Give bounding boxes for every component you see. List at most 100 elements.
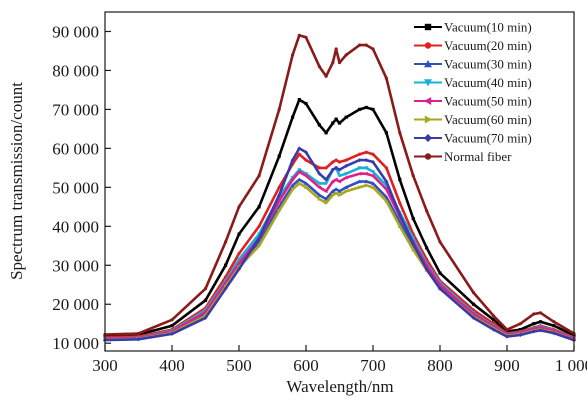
data-point [290,158,295,163]
y-tick-label: 40 000 [52,217,99,236]
data-point [411,174,415,178]
data-point [384,166,388,170]
data-point [257,243,262,248]
data-point [237,267,241,272]
data-point [317,64,321,69]
data-point [357,179,362,184]
data-point [334,47,338,51]
data-point [170,318,174,322]
data-point [364,183,369,188]
data-point [337,174,342,178]
data-point [304,158,308,162]
y-tick-label: 90 000 [52,22,99,41]
data-point [277,198,281,203]
data-point [291,53,295,57]
data-point [170,331,174,336]
data-point [317,171,322,176]
legend: Vacuum(10 min) Vacuum(20 min) Vacuum(30 mi… [414,20,532,164]
data-point [344,185,349,189]
data-point [357,171,362,176]
data-point [344,189,349,194]
data-point [317,197,322,202]
legend-swatch-marker [424,153,432,160]
data-point [331,121,335,125]
data-point [237,261,241,266]
data-point [324,131,328,135]
data-point [237,205,241,209]
data-point [384,187,388,192]
data-point [384,195,389,199]
data-point [438,282,442,287]
data-point [324,166,328,170]
data-point [471,315,476,320]
data-point [304,172,308,176]
series-layer [103,33,576,343]
data-point [518,322,523,326]
data-point [364,43,368,47]
data-point [552,320,556,324]
data-point [334,177,338,182]
data-point [317,123,321,127]
data-point [398,201,402,205]
legend-swatch-marker [424,115,432,124]
data-point [364,158,369,163]
data-point [371,107,375,112]
data-point [438,240,442,244]
data-point [397,212,402,217]
x-axis-title: Wavelength/nm [286,377,393,396]
data-point [304,35,308,39]
data-point [411,241,416,246]
data-point [364,150,368,154]
data-point [170,324,174,328]
legend-swatch-marker [424,134,432,142]
data-point [324,200,329,205]
data-point [398,177,402,182]
data-point [337,167,342,172]
x-tick-label: 300 [92,356,118,375]
data-point [531,329,536,334]
legend-label: Vacuum(40 min) [444,75,532,90]
data-point [492,318,496,322]
x-tick-label: 800 [427,356,453,375]
data-point [438,286,442,291]
data-point [411,247,416,252]
data-point [237,257,241,262]
legend-label: Vacuum(10 min) [444,20,532,35]
data-point [371,170,375,174]
x-tick-label: 700 [360,356,386,375]
x-tick-label: 400 [159,356,185,375]
legend-item: Vacuum(50 min) [414,94,532,109]
data-point [337,160,342,164]
data-point [492,314,496,318]
legend-label: Vacuum(60 min) [444,112,532,127]
series-line [104,170,575,341]
series-7 [103,146,576,343]
data-point [538,320,543,324]
data-point [424,263,429,268]
data-point [304,150,308,155]
data-point [505,334,509,339]
data-point [358,152,362,156]
data-point [257,236,262,240]
series-8 [103,33,576,337]
data-point [331,193,335,198]
legend-item: Vacuum(40 min) [414,75,532,90]
data-point [224,240,228,244]
y-tick-label: 60 000 [52,139,99,158]
data-point [304,101,308,106]
data-point [371,160,375,165]
data-point [297,146,302,151]
data-point [331,61,335,65]
data-point [471,302,476,306]
data-point [371,181,375,186]
data-point [334,187,339,191]
data-point [203,287,208,291]
data-point [290,177,295,182]
data-point [317,181,322,186]
data-point [344,163,349,168]
data-point [317,166,321,170]
data-point [398,224,402,229]
data-point [438,271,442,275]
